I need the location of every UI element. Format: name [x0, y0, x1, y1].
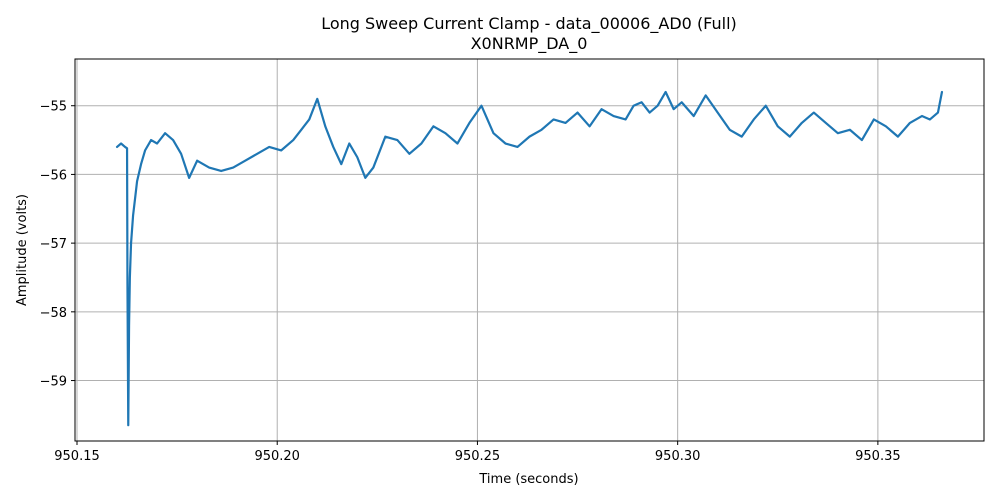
- tick-layer: 950.15 950.20 950.25 950.30 950.35 −55 −56 −57 −…: [40, 100, 901, 464]
- y-tick-label: −56: [40, 168, 67, 183]
- y-tick-label: −57: [40, 237, 67, 252]
- y-tick-label: −59: [40, 375, 67, 390]
- x-tick-label: 950.20: [254, 449, 300, 464]
- data-layer: [115, 90, 944, 427]
- grid-layer: [75, 59, 984, 441]
- chart-subtitle: X0NRMP_DA_0: [471, 34, 588, 54]
- x-tick-label: 950.30: [655, 449, 701, 464]
- y-axis-label: Amplitude (volts): [15, 194, 30, 306]
- x-tick-label: 950.25: [455, 449, 501, 464]
- y-tick-label: −58: [40, 306, 67, 321]
- y-tick-label: −55: [40, 100, 67, 115]
- series-line: [115, 90, 944, 427]
- plot-frame: [74, 58, 985, 442]
- chart-title: Long Sweep Current Clamp - data_00006_AD…: [321, 14, 737, 34]
- x-tick-label: 950.35: [855, 449, 901, 464]
- x-axis-label: Time (seconds): [478, 472, 578, 487]
- x-tick-label: 950.15: [54, 449, 100, 464]
